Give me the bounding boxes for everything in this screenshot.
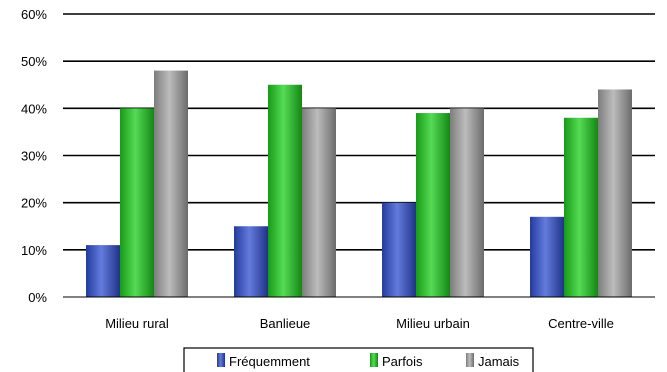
legend-swatch — [466, 353, 474, 367]
y-axis-tick-labels: 0% 10% 20% 30% 40% 50% 60% — [21, 7, 47, 305]
x-category-label: Milieu urbain — [396, 316, 470, 331]
bar-jamais-1 — [154, 70, 188, 297]
bar-jamais-2 — [302, 108, 336, 297]
legend: Fréquemment Parfois Jamais — [183, 347, 534, 372]
legend-label: Parfois — [382, 354, 423, 369]
x-axis-category-labels: Milieu rural Banlieue Milieu urbain Centre-… — [105, 316, 614, 331]
legend-box — [183, 347, 534, 372]
x-category-label: Centre-ville — [548, 316, 614, 331]
legend-label: Fréquemment — [229, 354, 310, 369]
y-tick-label: 10% — [21, 243, 47, 258]
bar-fr-quemment-3 — [382, 202, 416, 297]
bar-parfois-2 — [268, 84, 302, 297]
bar-jamais-3 — [450, 108, 484, 297]
y-tick-label: 40% — [21, 101, 47, 116]
bar-parfois-3 — [416, 113, 450, 297]
y-tick-label: 60% — [21, 7, 47, 22]
bar-parfois-4 — [564, 117, 598, 298]
legend-swatch — [217, 353, 225, 367]
x-category-label: Milieu rural — [105, 316, 169, 331]
y-tick-label: 0% — [28, 290, 47, 305]
bar-parfois-1 — [120, 108, 154, 297]
legend-label: Jamais — [478, 354, 520, 369]
bar-fr-quemment-2 — [234, 226, 268, 297]
y-tick-label: 50% — [21, 54, 47, 69]
y-tick-label: 20% — [21, 196, 47, 211]
bar-fr-quemment-4 — [530, 216, 564, 297]
bar-fr-quemment-1 — [86, 245, 120, 297]
bars — [86, 70, 632, 298]
x-category-label: Banlieue — [260, 316, 311, 331]
bar-jamais-4 — [598, 89, 632, 297]
legend-swatch — [370, 353, 378, 367]
y-tick-label: 30% — [21, 149, 47, 164]
